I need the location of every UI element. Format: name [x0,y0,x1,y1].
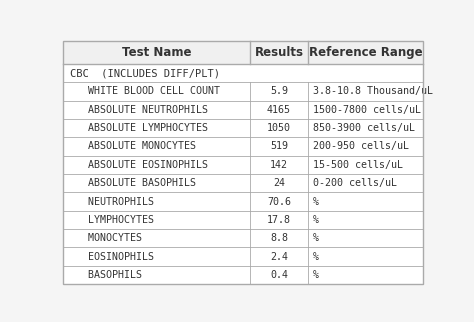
Text: 850-3900 cells/uL: 850-3900 cells/uL [313,123,415,133]
Text: Reference Range: Reference Range [309,46,422,59]
Text: 1050: 1050 [267,123,291,133]
Text: CBC  (INCLUDES DIFF/PLT): CBC (INCLUDES DIFF/PLT) [70,68,219,78]
Bar [63,137,423,156]
Text: %: % [313,270,319,280]
Text: 4165: 4165 [267,105,291,115]
Bar [63,64,423,82]
Text: 200-950 cells/uL: 200-950 cells/uL [313,141,409,151]
Bar [63,41,423,64]
Text: 70.6: 70.6 [267,196,291,206]
Text: 0.4: 0.4 [270,270,288,280]
Text: 142: 142 [270,160,288,170]
Text: 1500-7800 cells/uL: 1500-7800 cells/uL [313,105,421,115]
Bar [63,192,423,211]
Bar [63,100,423,119]
Text: MONOCYTES: MONOCYTES [70,233,142,243]
Text: Test Name: Test Name [122,46,191,59]
Text: %: % [313,215,319,225]
Bar [63,266,423,284]
Text: %: % [313,196,319,206]
Text: ABSOLUTE EOSINOPHILS: ABSOLUTE EOSINOPHILS [70,160,208,170]
Bar [63,229,423,247]
Text: ABSOLUTE MONOCYTES: ABSOLUTE MONOCYTES [70,141,196,151]
Text: WHITE BLOOD CELL COUNT: WHITE BLOOD CELL COUNT [70,86,219,96]
Text: ABSOLUTE LYMPHOCYTES: ABSOLUTE LYMPHOCYTES [70,123,208,133]
Bar [63,82,423,100]
Text: 3.8-10.8 Thousand/uL: 3.8-10.8 Thousand/uL [313,86,433,96]
Bar [63,211,423,229]
Text: EOSINOPHILS: EOSINOPHILS [70,251,154,261]
Text: ABSOLUTE NEUTROPHILS: ABSOLUTE NEUTROPHILS [70,105,208,115]
Text: 17.8: 17.8 [267,215,291,225]
Text: %: % [313,251,319,261]
Text: NEUTROPHILS: NEUTROPHILS [70,196,154,206]
Text: 2.4: 2.4 [270,251,288,261]
Text: Results: Results [255,46,303,59]
Text: 24: 24 [273,178,285,188]
Text: 15-500 cells/uL: 15-500 cells/uL [313,160,403,170]
Text: 519: 519 [270,141,288,151]
Text: %: % [313,233,319,243]
Text: 5.9: 5.9 [270,86,288,96]
Text: 8.8: 8.8 [270,233,288,243]
Text: BASOPHILS: BASOPHILS [70,270,142,280]
Text: LYMPHOCYTES: LYMPHOCYTES [70,215,154,225]
Bar [63,174,423,192]
Bar [63,119,423,137]
Text: ABSOLUTE BASOPHILS: ABSOLUTE BASOPHILS [70,178,196,188]
Bar [63,156,423,174]
Text: 0-200 cells/uL: 0-200 cells/uL [313,178,397,188]
Bar [63,247,423,266]
